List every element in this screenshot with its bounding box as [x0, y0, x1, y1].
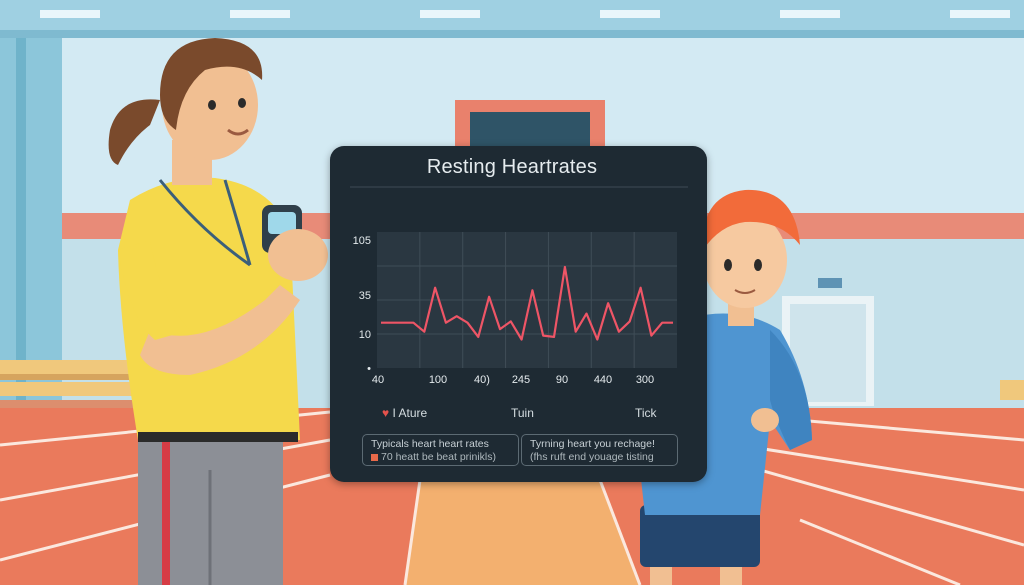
legend-item-ature: ♥ I Ature [382, 406, 427, 420]
y-tick-label: 105 [353, 235, 371, 247]
info-box-line: Tyrning heart you rechage! [530, 438, 655, 450]
heart-icon: ♥ [382, 406, 390, 420]
y-tick-label: 10 [359, 329, 371, 341]
info-box-typical-rates: Typicals heart heart rates 70 heatt be b… [362, 434, 519, 466]
x-tick-label: 40) [474, 374, 490, 386]
info-box-line: Typicals heart heart rates [371, 438, 489, 450]
chart-title: Resting Heartrates [426, 156, 598, 178]
legend-label: Tick [635, 406, 657, 420]
legend-item-tuin: Tuin [511, 406, 534, 420]
y-tick-label: • [367, 363, 371, 375]
heart-rate-series-line [381, 265, 673, 341]
legend-label: Tuin [511, 406, 534, 420]
x-tick-label: 245 [512, 374, 530, 386]
x-tick-label: 300 [636, 374, 654, 386]
x-axis-ticks: 40 100 40) 245 90 440 300 [372, 374, 654, 386]
chart-grid [377, 232, 677, 368]
square-icon [371, 453, 378, 461]
y-tick-label: 35 [359, 290, 371, 302]
x-tick-label: 40 [372, 374, 384, 386]
info-box-tyrning-heart: Tyrning heart you rechage! (fhs ruft end… [521, 434, 678, 466]
x-tick-label: 90 [556, 374, 568, 386]
legend-item-tick: Tick [635, 406, 657, 420]
legend-label: I Ature [392, 406, 428, 420]
info-box-line: 70 heatt be beat prinikls) [371, 451, 510, 464]
x-tick-label: 100 [429, 374, 447, 386]
x-tick-label: 440 [594, 374, 612, 386]
info-box-line: (fhs ruft end youage tisting [530, 451, 654, 463]
y-axis-ticks: 105 35 10 • [353, 235, 372, 375]
